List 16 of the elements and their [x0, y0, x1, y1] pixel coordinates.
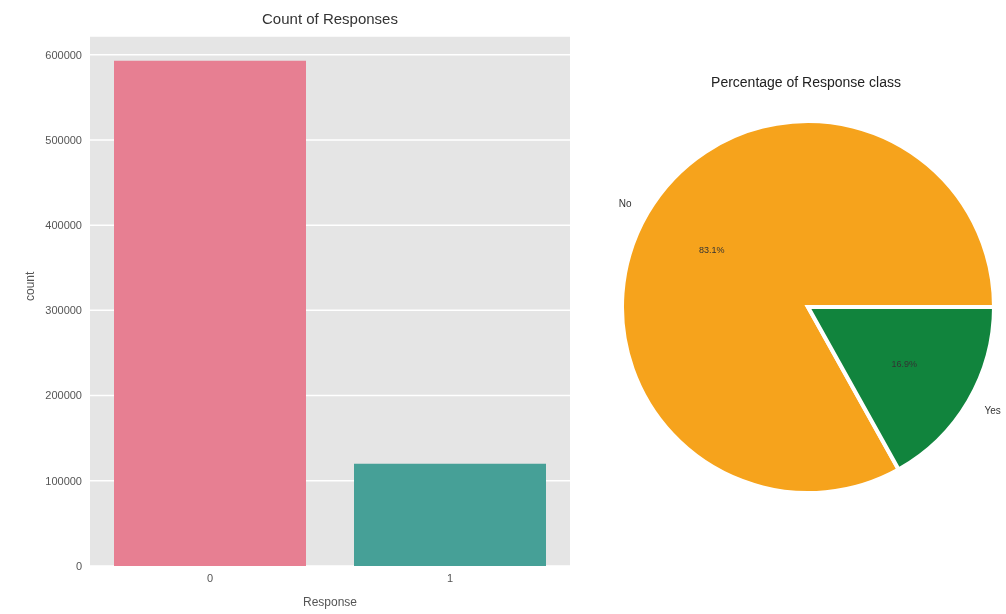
y-tick-label: 300000: [45, 304, 82, 317]
y-tick-label: 0: [75, 559, 82, 572]
chart-title: Percentage of Response class: [710, 74, 902, 90]
y-tick-label: 200000: [45, 389, 82, 402]
y-tick-label: 400000: [45, 219, 82, 232]
data-label: 83.1%: [699, 245, 725, 256]
data-label: 16.9%: [891, 358, 917, 369]
slice-label: No: [618, 197, 632, 209]
y-axis-title: count: [23, 270, 38, 301]
slice-label: Yes: [984, 405, 1001, 417]
x-tick-label: 1: [446, 571, 454, 584]
x-axis-title: Response: [302, 595, 358, 609]
chart-title: Count of Responses: [261, 10, 399, 27]
y-tick-label: 500000: [45, 133, 82, 146]
y-tick-label: 600000: [45, 48, 82, 61]
y-tick-label: 100000: [45, 474, 82, 487]
